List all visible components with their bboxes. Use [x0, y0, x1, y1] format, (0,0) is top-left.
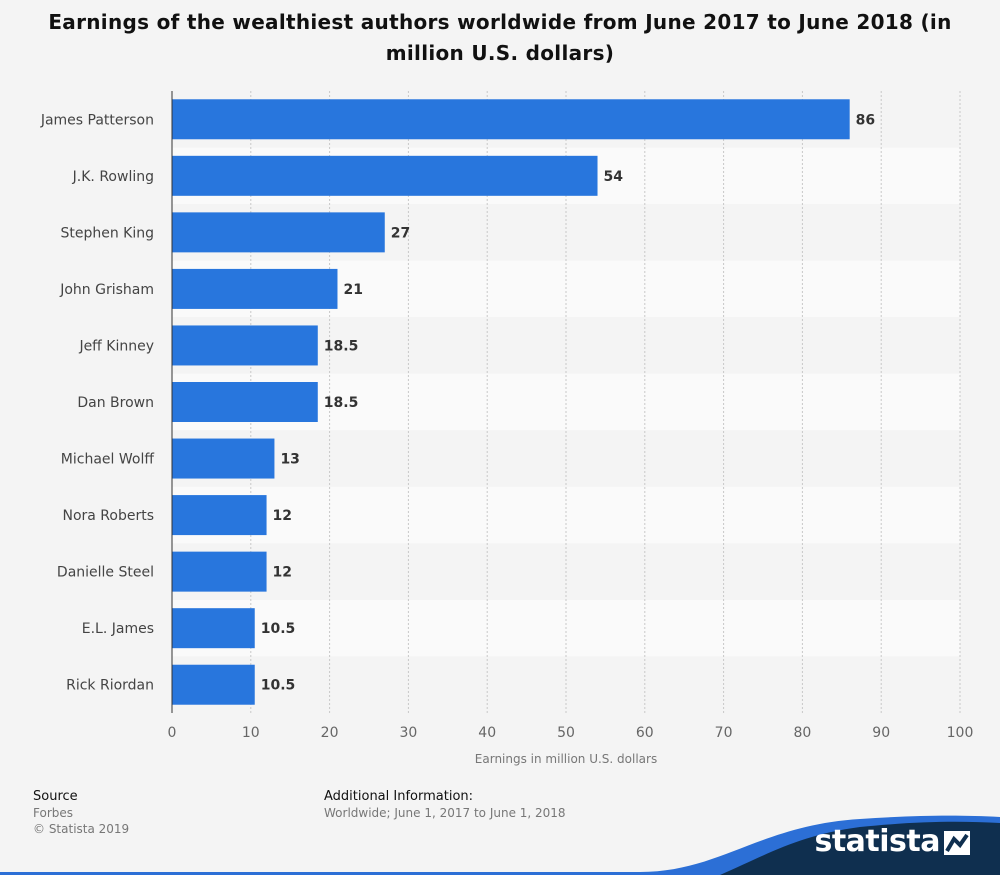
x-axis-title: Earnings in million U.S. dollars — [475, 752, 657, 766]
additional-info-value: Worldwide; June 1, 2017 to June 1, 2018 — [324, 806, 566, 820]
value-label: 86 — [856, 112, 875, 128]
x-tick-label: 20 — [321, 725, 339, 741]
category-label: Michael Wolff — [61, 452, 155, 468]
category-label: Rick Riordan — [66, 678, 154, 694]
bar[interactable] — [172, 664, 255, 705]
x-tick-label: 50 — [557, 725, 575, 741]
bars — [172, 99, 850, 705]
value-label: 21 — [343, 282, 362, 298]
category-label: Jeff Kinney — [78, 338, 154, 354]
statista-logo-icon — [944, 831, 970, 855]
category-label: Dan Brown — [77, 395, 154, 411]
bar-chart: James Patterson J.K. Rowling Stephen King J… — [40, 91, 974, 766]
statista-logo-text[interactable]: statista — [814, 824, 940, 859]
bar[interactable] — [172, 608, 255, 649]
bar[interactable] — [172, 551, 267, 592]
copyright: © Statista 2019 — [33, 822, 130, 836]
value-label: 13 — [280, 452, 299, 468]
value-label: 54 — [604, 169, 624, 185]
value-label: 10.5 — [261, 678, 296, 694]
x-tick-label: 0 — [168, 725, 177, 741]
x-tick-label: 30 — [399, 725, 417, 741]
chart-title: Earnings of the wealthiest authors world… — [48, 10, 952, 65]
x-tick-label: 40 — [478, 725, 496, 741]
x-tick-label: 70 — [715, 725, 733, 741]
value-label: 12 — [273, 508, 292, 524]
bar[interactable] — [172, 212, 385, 253]
value-labels: 86 54 27 21 18.5 18.5 13 12 12 10.5 10.5 — [261, 112, 875, 693]
source-label: Source — [33, 789, 78, 804]
x-tick-labels: 0 10 20 30 40 50 60 70 80 90 100 — [168, 725, 974, 741]
category-label: E.L. James — [82, 621, 154, 637]
bar[interactable] — [172, 155, 598, 196]
source-block: Source Forbes © Statista 2019 — [33, 789, 129, 837]
x-tick-label: 60 — [636, 725, 654, 741]
category-label: Stephen King — [60, 225, 154, 241]
source-value[interactable]: Forbes — [33, 806, 74, 820]
category-label: J.K. Rowling — [72, 169, 154, 185]
bar[interactable] — [172, 99, 850, 140]
bar[interactable] — [172, 438, 275, 479]
category-label: James Patterson — [40, 112, 154, 128]
category-label: John Grisham — [59, 282, 154, 298]
value-label: 10.5 — [261, 621, 296, 637]
bar[interactable] — [172, 325, 318, 366]
bar[interactable] — [172, 495, 267, 536]
value-label: 12 — [273, 565, 292, 581]
bar[interactable] — [172, 268, 338, 309]
category-label: Danielle Steel — [57, 565, 154, 581]
x-tick-label: 10 — [242, 725, 260, 741]
banner-wave-light — [0, 815, 1000, 875]
value-label: 18.5 — [324, 395, 359, 411]
additional-info-label[interactable]: Additional Information: — [324, 789, 474, 804]
category-label: Nora Roberts — [62, 508, 154, 524]
x-tick-label: 90 — [872, 725, 890, 741]
statista-banner: statista — [0, 805, 1000, 875]
category-labels: James Patterson J.K. Rowling Stephen King J… — [40, 112, 155, 693]
bar[interactable] — [172, 382, 318, 422]
banner-wave — [0, 815, 1000, 875]
value-label: 18.5 — [324, 338, 359, 354]
x-tick-label: 100 — [947, 725, 974, 741]
additional-info-block: Additional Information: Worldwide; June … — [324, 789, 566, 821]
x-tick-label: 80 — [793, 725, 811, 741]
value-label: 27 — [391, 225, 410, 241]
banner-wave-dark — [720, 821, 1000, 875]
